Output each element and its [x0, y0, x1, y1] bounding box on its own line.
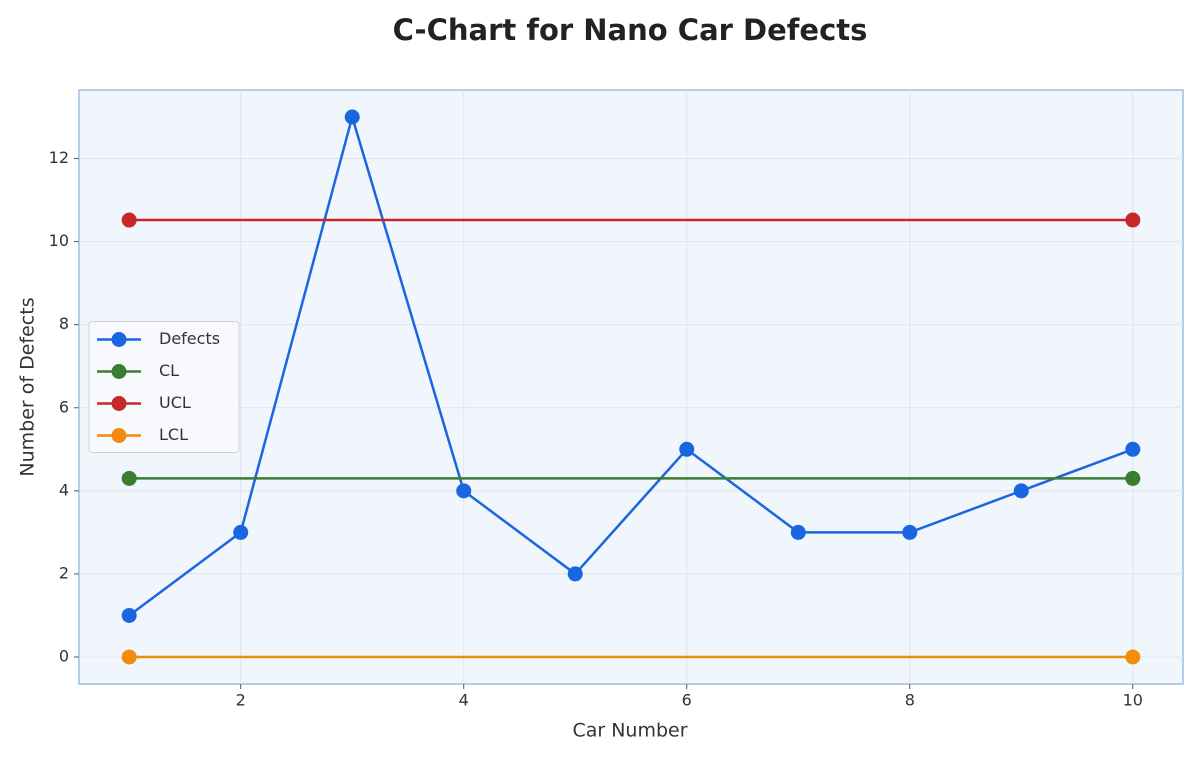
- chart-title: C-Chart for Nano Car Defects: [393, 13, 868, 47]
- legend-marker: [111, 396, 127, 411]
- x-tick-label: 4: [459, 691, 469, 710]
- data-point: [121, 470, 137, 486]
- data-point: [790, 524, 806, 540]
- y-tick-label: 8: [59, 314, 69, 333]
- x-tick-label: 6: [682, 691, 692, 710]
- data-point: [567, 566, 583, 582]
- legend-label: UCL: [159, 393, 191, 412]
- data-point: [121, 649, 137, 665]
- series: [121, 109, 1141, 665]
- y-tick-label: 0: [59, 647, 69, 666]
- data-point: [679, 441, 695, 457]
- data-point: [1125, 441, 1141, 457]
- x-axis-label: Car Number: [572, 720, 687, 742]
- y-tick-label: 4: [59, 480, 69, 499]
- data-point: [902, 524, 918, 540]
- legend-marker: [111, 364, 127, 379]
- legend-label: CL: [159, 361, 179, 380]
- data-point: [121, 212, 137, 228]
- x-tick-label: 10: [1123, 691, 1143, 710]
- y-tick-label: 2: [59, 563, 69, 582]
- legend-marker: [111, 332, 127, 347]
- legend-label: LCL: [159, 425, 188, 444]
- y-tick-label: 6: [59, 397, 69, 416]
- y-axis-label: Number of Defects: [17, 297, 39, 476]
- series-line: [128, 112, 1134, 617]
- data-point: [233, 524, 249, 540]
- data-point: [344, 109, 360, 125]
- x-tick-label: 2: [236, 691, 246, 710]
- data-point: [1125, 649, 1141, 665]
- data-point: [1125, 212, 1141, 228]
- data-point: [1125, 470, 1141, 486]
- y-tick-label: 12: [49, 148, 69, 167]
- legend: Defects CL UCL LCL: [88, 321, 240, 453]
- data-point: [456, 483, 472, 499]
- plot-area: [78, 89, 1184, 685]
- legend-box: [88, 321, 240, 453]
- legend-label: Defects: [159, 329, 220, 348]
- x-tick-label: 8: [905, 691, 915, 710]
- data-point: [121, 607, 137, 623]
- data-point: [1013, 483, 1029, 499]
- legend-marker: [111, 428, 127, 443]
- y-tick-label: 10: [49, 231, 69, 250]
